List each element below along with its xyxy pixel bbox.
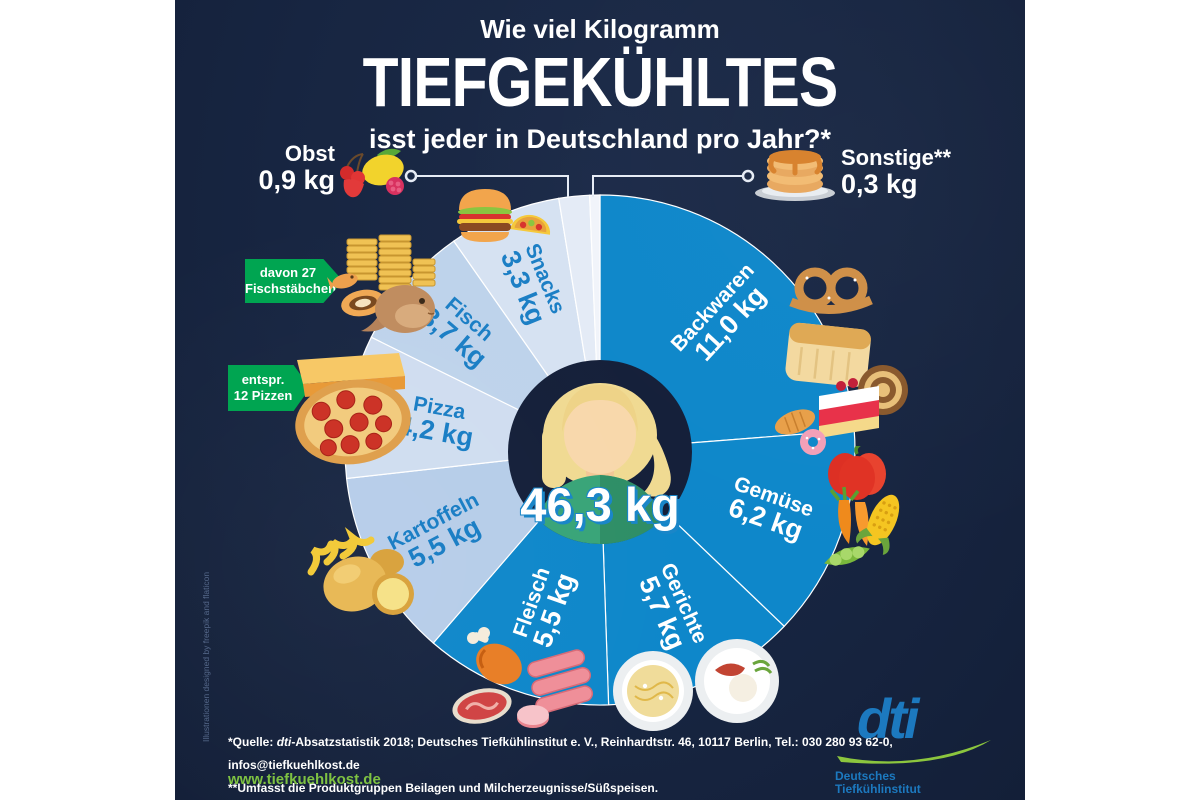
logo-swoosh-icon	[837, 740, 991, 764]
logo-line2: Tiefkühlinstitut	[835, 782, 921, 796]
website-link[interactable]: www.tiefkuehlkost.de	[228, 771, 381, 788]
tag-fisch-line1: davon 27	[259, 264, 317, 280]
illustration-credits: Illustrationen designed by freepik and f…	[201, 571, 211, 742]
logo-line1: Deutsches	[835, 769, 896, 783]
dti-logo: dti Deutsches Tiefkühlinstitut	[833, 686, 1023, 798]
obst-name: Obst	[284, 141, 335, 166]
tag-pizza-line1: entspr.	[241, 371, 285, 387]
callout-line-obst	[416, 175, 569, 197]
person-avatar	[532, 383, 671, 544]
title-kicker: Wie viel Kilogramm	[480, 14, 720, 44]
footnotes: *Quelle: dti-Absatzstatistik 2018; Deuts…	[228, 731, 1025, 799]
infographic-panel: Wie viel Kilogramm TIEFGEKÜHLTES isst je…	[175, 0, 1025, 800]
footnote-source: *Quelle: dti-Absatzstatistik 2018; Deuts…	[228, 735, 893, 772]
annotation-tag-fischstaebchen: davon 27 Fischstäbchen	[245, 259, 343, 303]
callout-dot-sonstige	[741, 169, 755, 183]
tag-fisch-line2: Fischstäbchen	[245, 281, 337, 296]
title-subtitle: isst jeder in Deutschland pro Jahr?*	[368, 124, 832, 154]
dti-logo-text: dti	[857, 687, 919, 750]
pie-label-obst: Obst 0,9 kg	[233, 141, 335, 196]
sonstige-value: 0,3 kg	[841, 169, 918, 200]
pie-chart	[344, 169, 856, 706]
sonstige-name: Sonstige**	[841, 145, 952, 170]
page-title: TIEFGEKÜHLTES	[362, 43, 839, 121]
footnote-groups: **Umfasst die Produktgruppen Beilagen un…	[228, 780, 659, 795]
total-amount: 46,3 kg	[520, 478, 680, 531]
annotation-tag-pizzen: entspr. 12 Pizzen	[228, 365, 310, 411]
callout-line-sonstige	[592, 175, 742, 197]
pie-label-sonstige: Sonstige** 0,3 kg	[841, 145, 952, 200]
tag-pizza-line2: 12 Pizzen	[233, 388, 293, 403]
callout-dot-obst	[404, 169, 418, 183]
obst-value: 0,9 kg	[258, 165, 335, 196]
